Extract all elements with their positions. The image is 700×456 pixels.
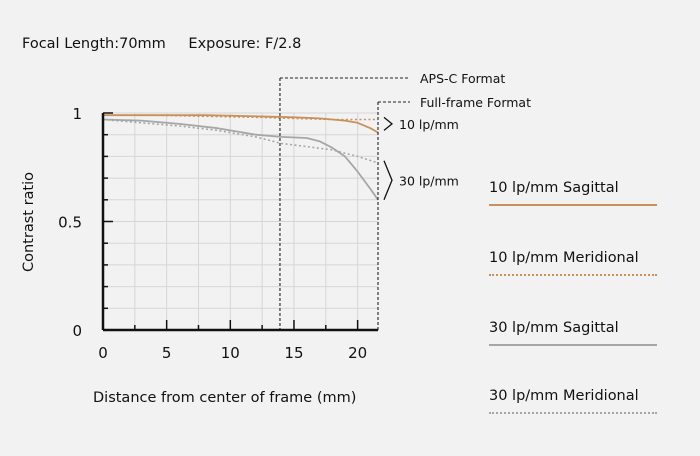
group-bracket-label: 30 lp/mm	[399, 173, 459, 188]
legend-item-30-meridional: 30 lp/mm Meridional	[489, 388, 657, 414]
series-line-3	[102, 118, 379, 201]
focal-length-text: Focal Length:70mm	[22, 36, 166, 52]
y-tick-label: 0.5	[58, 214, 82, 232]
exposure-text: Exposure: F/2.8	[188, 36, 302, 52]
x-tick-label: 5	[162, 344, 172, 362]
legend-item-30-sagittal: 30 lp/mm Sagittal	[489, 320, 657, 346]
format-markers: APS-C Format Full-frame Format	[279, 71, 531, 330]
legend-item-10-meridional: 10 lp/mm Meridional	[489, 250, 657, 276]
group-brackets: 10 lp/mm 30 lp/mm	[383, 116, 459, 201]
x-tick-label: 20	[348, 344, 367, 362]
y-axis-label: Contrast ratio	[21, 172, 37, 272]
format-marker-label: Full-frame Format	[420, 95, 531, 110]
legend-swatch	[489, 344, 657, 346]
format-marker-label: APS-C Format	[420, 71, 505, 86]
legend-item-10-sagittal: 10 lp/mm Sagittal	[489, 180, 657, 206]
legend-swatch	[489, 412, 657, 414]
group-bracket	[383, 160, 393, 201]
grid-layer	[103, 112, 378, 330]
series-line-4	[102, 118, 379, 164]
legend-swatch	[489, 274, 657, 276]
x-axis-label: Distance from center of frame (mm)	[93, 390, 356, 406]
group-bracket-label: 10 lp/mm	[399, 117, 459, 132]
axes: 00.510 5 10 15 20	[58, 105, 378, 362]
x-tick-label: 0	[98, 344, 108, 362]
x-tick-label: 15	[284, 344, 303, 362]
x-tick-label: 10	[221, 344, 240, 362]
group-bracket	[383, 116, 394, 131]
legend-swatch	[489, 204, 657, 206]
legend-label: 30 lp/mm Meridional	[489, 388, 639, 404]
chart-header: Focal Length:70mm Exposure: F/2.8	[22, 36, 301, 52]
legend-label: 30 lp/mm Sagittal	[489, 320, 619, 336]
legend-label: 10 lp/mm Sagittal	[489, 180, 619, 196]
y-tick-label: 1	[72, 105, 82, 123]
series-line-2	[103, 114, 378, 121]
y-tick-label: 0	[72, 322, 82, 340]
series-layer	[102, 114, 379, 201]
legend-label: 10 lp/mm Meridional	[489, 250, 639, 266]
